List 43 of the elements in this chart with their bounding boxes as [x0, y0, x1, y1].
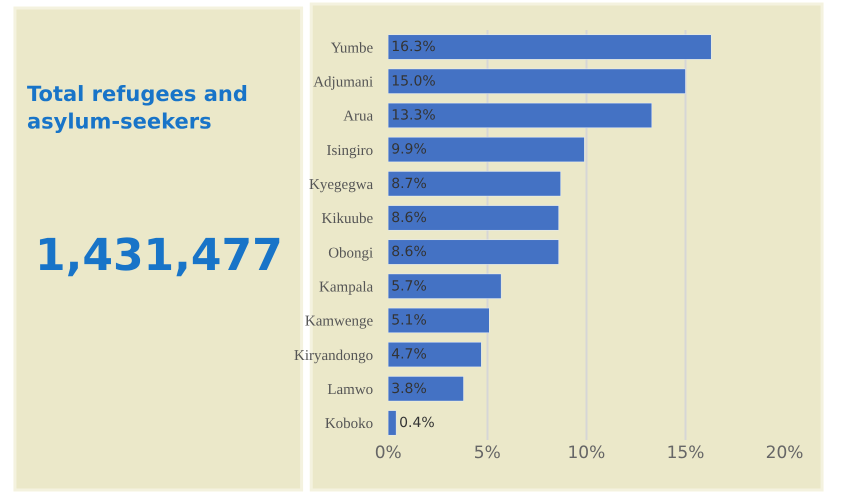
data-label: 8.6%	[391, 244, 427, 260]
bar	[388, 34, 712, 60]
y-tick-label: Lamwo	[327, 382, 374, 398]
x-tick-label: 0%	[374, 443, 402, 463]
data-label: 16.3%	[391, 39, 436, 56]
y-tick-label: Obongi	[328, 245, 374, 262]
data-label: 9.9%	[391, 142, 427, 158]
x-tick-label: 10%	[567, 443, 606, 463]
data-label: 5.1%	[391, 312, 427, 328]
bar	[388, 376, 464, 402]
y-tick-label: Koboko	[324, 416, 374, 432]
y-tick-label: Kiryandongo	[294, 348, 374, 364]
bar	[388, 274, 502, 299]
bar	[388, 68, 686, 94]
data-label: 13.3%	[391, 107, 436, 124]
data-label: 8.6%	[391, 210, 427, 226]
text: Total refugees and asylum-seekers	[27, 82, 248, 134]
bar	[388, 102, 652, 128]
x-tick-label: 20%	[766, 443, 804, 463]
bar	[388, 240, 559, 265]
data-label: 15.0%	[391, 73, 436, 90]
data-label: 5.7%	[391, 278, 427, 294]
data-label: 4.7%	[391, 346, 427, 363]
bar	[388, 137, 585, 162]
x-tick-label: 15%	[666, 443, 704, 463]
y-tick-label: Adjumani	[313, 74, 374, 90]
y-tick-label: Kamwenge	[304, 314, 374, 330]
bar	[388, 410, 396, 436]
y-tick-label: Kampala	[319, 280, 374, 296]
data-label: 0.4%	[399, 414, 435, 431]
bar	[388, 171, 561, 196]
x-tick-label: 5%	[474, 443, 501, 463]
y-tick-label: Kikuube	[322, 211, 374, 228]
y-tick-label: Yumbe	[330, 40, 374, 56]
text: 1,431,477	[35, 230, 283, 281]
y-tick-label: Isingiro	[326, 142, 374, 159]
y-tick-label: Arua	[343, 108, 374, 125]
bar	[388, 205, 559, 230]
data-label: 8.7%	[391, 176, 427, 192]
y-tick-label: Kyegegwa	[309, 177, 374, 193]
data-label: 3.8%	[391, 380, 427, 397]
bar	[388, 308, 490, 333]
bar	[388, 342, 482, 368]
